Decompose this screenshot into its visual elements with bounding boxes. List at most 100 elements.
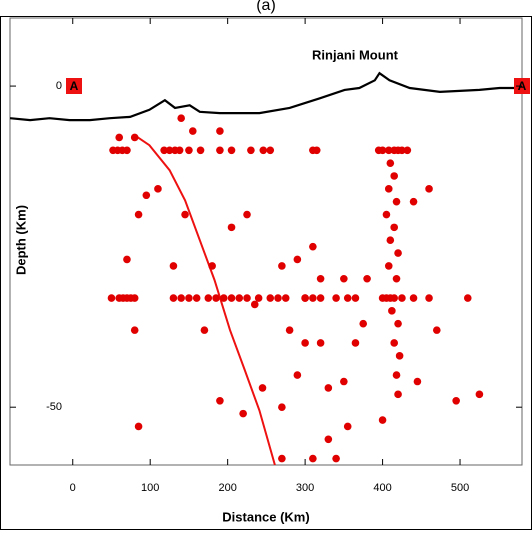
y-tick-label: -50 xyxy=(46,401,62,413)
event-point xyxy=(285,326,294,334)
event-point xyxy=(340,274,348,283)
event-point xyxy=(394,390,402,399)
event-point xyxy=(324,384,333,392)
event-point xyxy=(386,236,395,245)
event-point xyxy=(130,294,139,302)
event-point xyxy=(382,210,391,219)
event-point xyxy=(340,377,348,386)
event-point xyxy=(243,294,251,302)
event-point xyxy=(332,454,340,463)
x-tick-label: 100 xyxy=(141,482,159,494)
event-point xyxy=(343,422,352,431)
event-point xyxy=(378,146,387,155)
event-point xyxy=(278,262,286,270)
event-point xyxy=(216,146,224,155)
plot-area xyxy=(10,71,522,465)
event-point xyxy=(123,255,131,264)
event-point xyxy=(200,326,209,334)
event-point xyxy=(343,294,352,302)
event-point xyxy=(227,223,236,232)
event-point xyxy=(123,146,131,155)
event-point xyxy=(409,197,418,206)
event-point xyxy=(309,242,317,251)
event-point xyxy=(316,294,325,302)
event-point xyxy=(192,294,201,302)
event-point xyxy=(390,339,398,347)
event-point xyxy=(227,146,236,155)
event-point xyxy=(208,262,216,270)
event-point xyxy=(204,294,213,302)
event-point xyxy=(177,114,185,122)
x-tick-label: 0 xyxy=(70,482,76,494)
event-point xyxy=(332,294,340,302)
event-point xyxy=(301,294,309,302)
event-point xyxy=(432,326,441,334)
event-point xyxy=(293,371,302,379)
event-point xyxy=(425,185,433,193)
event-point xyxy=(394,319,402,328)
event-point xyxy=(390,294,398,302)
event-point xyxy=(185,294,193,302)
event-point xyxy=(278,403,286,411)
event-point xyxy=(169,262,178,270)
event-point xyxy=(115,133,124,142)
event-point xyxy=(351,294,360,302)
event-point xyxy=(398,146,406,155)
event-point xyxy=(351,339,360,347)
event-point xyxy=(134,210,143,219)
panel-label: (a) xyxy=(256,0,276,14)
event-point xyxy=(185,146,193,155)
event-point xyxy=(363,274,371,283)
event-point xyxy=(312,146,321,155)
event-point xyxy=(227,294,236,302)
event-point xyxy=(266,294,275,302)
event-point xyxy=(181,210,189,219)
event-point xyxy=(219,294,228,302)
annotation: Rinjani Mount xyxy=(312,47,399,62)
event-point xyxy=(392,371,401,379)
y-tick-label: 0 xyxy=(56,80,62,92)
event-point xyxy=(134,422,143,431)
event-point xyxy=(216,396,224,405)
event-point xyxy=(384,146,393,155)
slab-line xyxy=(136,135,276,465)
event-point xyxy=(316,339,325,347)
x-tick-label: 500 xyxy=(451,482,469,494)
event-point xyxy=(301,339,309,347)
event-point xyxy=(239,409,247,418)
event-point xyxy=(165,146,174,155)
event-point xyxy=(175,146,184,155)
event-point xyxy=(130,133,139,142)
event-point xyxy=(212,294,220,302)
event-point xyxy=(392,274,401,283)
plot-frame xyxy=(9,17,523,466)
event-point xyxy=(395,352,404,360)
event-point xyxy=(425,294,433,302)
x-tick-label: 300 xyxy=(296,482,314,494)
section-marker-label: A xyxy=(70,79,79,93)
x-tick-label: 400 xyxy=(373,482,391,494)
x-tick-label: 200 xyxy=(218,482,236,494)
event-point xyxy=(398,294,406,302)
event-point xyxy=(196,146,205,155)
event-point xyxy=(250,300,259,309)
event-point xyxy=(359,319,368,328)
event-point xyxy=(293,255,302,264)
event-point xyxy=(390,172,398,180)
event-point xyxy=(169,294,178,302)
section-marker xyxy=(66,78,82,94)
event-point xyxy=(378,416,387,424)
event-point xyxy=(409,294,418,302)
event-point xyxy=(316,274,325,283)
event-point xyxy=(309,294,317,302)
y-axis-label: Depth (Km) xyxy=(13,205,28,275)
section-marker-label: A xyxy=(518,79,527,93)
event-point xyxy=(392,197,401,206)
event-point xyxy=(189,127,197,135)
event-point xyxy=(403,146,412,155)
event-point xyxy=(452,396,460,405)
event-point xyxy=(177,294,185,302)
